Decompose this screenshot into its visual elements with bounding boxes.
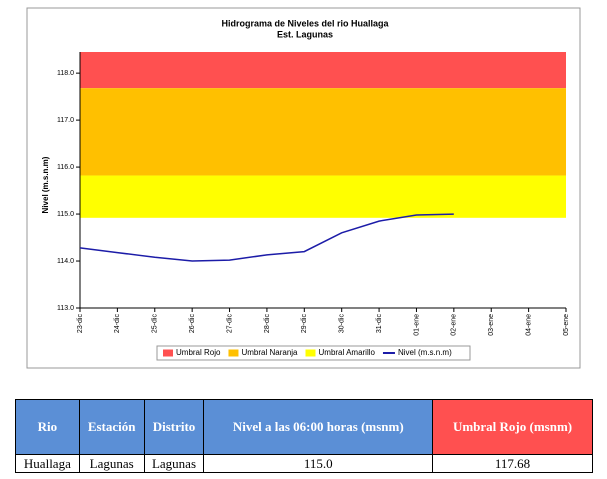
table: Rio Estación Distrito Nivel a las 06:00 hor… [15, 399, 593, 473]
x-tick-label: 01-ene [413, 314, 420, 336]
threshold-band [80, 52, 566, 89]
x-tick-label: 24-dic [114, 314, 121, 334]
legend-label: Umbral Naranja [241, 348, 298, 357]
x-tick-label: 30-dic [339, 314, 346, 334]
x-tick-label: 29-dic [301, 314, 308, 334]
threshold-band [80, 88, 566, 176]
header-cell: Umbral Rojo (msnm) [432, 399, 593, 455]
y-tick-label: 114.0 [57, 258, 74, 265]
chart: Hidrograma de Niveles del rio Huallaga E… [26, 7, 581, 369]
cell: Lagunas [143, 454, 205, 473]
x-tick-label: 02-ene [451, 314, 458, 336]
x-tick-label: 05-ene [563, 314, 570, 336]
y-tick-label: 116.0 [57, 164, 74, 171]
legend-label: Umbral Rojo [176, 348, 221, 357]
header-cell: Nivel a las 06:00 horas (msnm) [203, 399, 434, 455]
x-tick-label: 28-dic [264, 314, 271, 334]
legend-label: Nivel (m.s.n.m) [398, 348, 452, 357]
legend-swatch [163, 349, 173, 357]
threshold-band [80, 175, 566, 218]
x-tick-label: 04-ene [525, 314, 532, 336]
y-axis-label: Nivel (m.s.n.m) [41, 156, 50, 213]
y-tick-label: 115.0 [57, 211, 74, 218]
header-row: Rio Estación Distrito Nivel a las 06:00 hor… [15, 399, 593, 455]
cell: 117.68 [432, 454, 593, 473]
y-tick-label: 117.0 [57, 117, 74, 124]
x-tick-label: 23-dic [77, 314, 84, 334]
series-line [79, 213, 454, 262]
header-cell: Rio [15, 399, 80, 455]
chart-title: Hidrograma de Niveles del rio Huallaga [221, 18, 389, 28]
legend-swatch [228, 349, 239, 357]
cell: Huallaga [15, 454, 80, 473]
legend-swatch [305, 349, 316, 357]
y-tick-label: 113.0 [57, 305, 74, 312]
x-tick-label: 27-dic [226, 314, 233, 334]
y-tick-label: 118.0 [57, 70, 74, 77]
cell: Lagunas [78, 454, 145, 473]
x-tick-label: 31-dic [376, 314, 383, 334]
header-cell: Distrito [143, 399, 205, 455]
cell: 115.0 [203, 454, 434, 473]
data-row: Huallaga Lagunas Lagunas 115.0 117.68 [15, 454, 593, 473]
x-tick-label: 26-dic [189, 314, 196, 334]
x-tick-label: 25-dic [152, 314, 159, 334]
chart-subtitle: Est. Lagunas [277, 29, 333, 39]
x-tick-label: 03-ene [488, 314, 495, 336]
header-cell: Estación [78, 399, 145, 455]
legend-label: Umbral Amarillo [319, 348, 376, 357]
